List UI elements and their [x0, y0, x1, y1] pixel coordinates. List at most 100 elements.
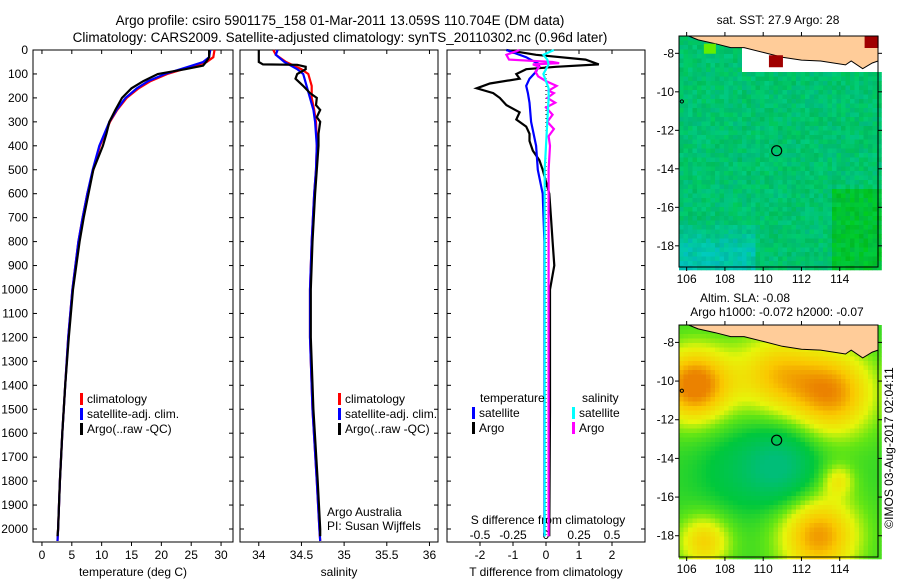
- map-cell: [782, 135, 788, 140]
- map-cell: [692, 162, 698, 167]
- map-cell: [683, 103, 689, 109]
- map-cell: [764, 523, 770, 528]
- map-cell: [868, 491, 873, 497]
- map-cell: [688, 361, 693, 366]
- map-cell: [868, 220, 873, 226]
- map-cell: [872, 518, 878, 524]
- map-cell: [805, 460, 810, 465]
- map-cell: [755, 256, 761, 262]
- map-cell: [863, 469, 869, 474]
- map-cell: [737, 433, 743, 438]
- map-cell: [688, 410, 693, 416]
- map-cell: [751, 99, 756, 104]
- map-cell: [701, 211, 707, 217]
- map-cell: [787, 419, 792, 425]
- map-cell: [863, 202, 869, 208]
- map-cell: [760, 220, 765, 226]
- map-cell: [692, 419, 698, 425]
- map-cell: [692, 99, 698, 104]
- map-cell: [809, 148, 815, 154]
- map-cell: [868, 180, 873, 185]
- map-cell: [836, 361, 842, 366]
- map-cell: [751, 374, 756, 380]
- map-cell: [688, 225, 693, 230]
- map-cell: [832, 256, 837, 262]
- legend-swatch: [338, 423, 341, 435]
- map-cell: [733, 67, 738, 73]
- map-cell: [697, 99, 702, 104]
- map-cell: [796, 352, 801, 357]
- map-cell: [683, 193, 689, 199]
- map-cell: [832, 545, 837, 551]
- map-cell: [692, 40, 698, 46]
- map-cell: [728, 157, 734, 163]
- map-cell: [868, 207, 873, 212]
- map-cell: [679, 148, 684, 154]
- map-cell: [877, 157, 882, 163]
- map-cell: [836, 415, 842, 420]
- map-cell: [746, 261, 752, 266]
- map-cell: [863, 410, 869, 416]
- map-cell: [845, 85, 851, 91]
- map-cell: [877, 144, 882, 149]
- map-cell: [778, 238, 783, 244]
- map-cell: [791, 347, 797, 353]
- map-cell: [737, 99, 743, 104]
- map-cell: [769, 207, 774, 212]
- map-cell: [719, 139, 725, 145]
- map-cell: [697, 365, 702, 371]
- map-cell: [701, 464, 707, 470]
- map-cell: [701, 491, 707, 497]
- map-cell: [872, 523, 878, 528]
- map-cell: [787, 469, 792, 474]
- map-cell: [697, 216, 702, 221]
- map-cell: [868, 379, 873, 384]
- map-cell: [719, 175, 725, 181]
- map-cell: [764, 130, 770, 136]
- map-cell: [737, 67, 743, 73]
- map-cell: [854, 117, 860, 122]
- map-cell: [728, 419, 734, 425]
- map-cell: [710, 365, 716, 371]
- map-cell: [773, 473, 779, 479]
- map-cell: [827, 541, 833, 546]
- map-cell: [859, 550, 864, 555]
- map-cell: [764, 175, 770, 181]
- map-cell: [782, 157, 788, 163]
- map-cell: [787, 509, 792, 515]
- map-cell: [841, 144, 846, 149]
- map-cell: [845, 99, 851, 104]
- map-cell: [701, 433, 707, 438]
- map-cell: [679, 117, 684, 122]
- map-cell: [782, 238, 788, 244]
- map-cell: [701, 536, 707, 542]
- map-cell: [872, 365, 878, 371]
- map-cell: [706, 189, 711, 194]
- map-cell: [683, 36, 689, 41]
- map-cell: [832, 85, 837, 91]
- map-cell: [710, 343, 716, 348]
- map-cell: [751, 184, 756, 190]
- map-cell: [827, 180, 833, 185]
- map-cell: [773, 189, 779, 194]
- map-cell: [769, 238, 774, 244]
- map-cell: [809, 500, 815, 506]
- x-axis-label: salinity: [321, 565, 358, 579]
- map-cell: [760, 482, 765, 488]
- map-cell: [697, 352, 702, 357]
- map-cell: [850, 500, 855, 506]
- map-cell: [836, 518, 842, 524]
- map-cell: [710, 112, 716, 118]
- map-cell: [787, 130, 792, 136]
- map-cell: [854, 545, 860, 551]
- map-cell: [724, 108, 729, 113]
- map-cell: [679, 207, 684, 212]
- map-cell: [683, 166, 689, 172]
- map-cell: [836, 388, 842, 393]
- map-cell: [764, 256, 770, 262]
- map-cell: [733, 374, 738, 380]
- map-cell: [845, 81, 851, 86]
- map-cell: [724, 166, 729, 172]
- map-cell: [850, 85, 855, 91]
- map-cell: [809, 374, 815, 380]
